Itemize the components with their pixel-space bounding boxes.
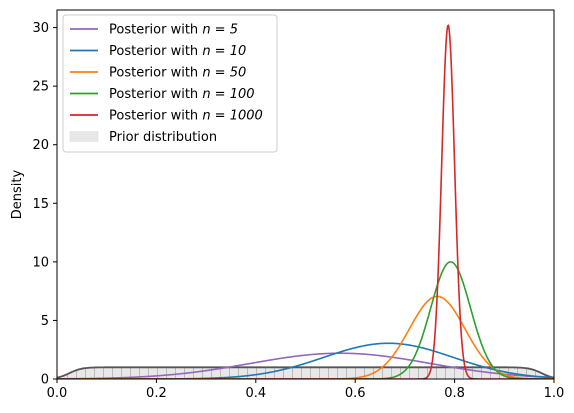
legend-label-3: Posterior with n = 100: [109, 87, 255, 102]
x-tick-label: 0.6: [345, 386, 366, 401]
legend-label-0: Posterior with n = 5: [109, 23, 238, 38]
series-line-0: [57, 352, 554, 379]
y-tick-label: 15: [32, 197, 49, 212]
series-line-4: [57, 24, 554, 379]
x-tick-label: 0.2: [146, 386, 167, 401]
y-tick-label: 0: [41, 373, 49, 388]
x-tick-label: 0.8: [444, 386, 465, 401]
series-line-3: [57, 261, 554, 379]
y-tick-label: 10: [32, 255, 49, 270]
y-tick-label: 5: [41, 314, 49, 329]
legend-swatch-prior: [69, 131, 99, 142]
legend-label-1: Posterior with n = 10: [109, 44, 246, 59]
x-tick-label: 0.4: [245, 386, 266, 401]
y-tick-label: 30: [32, 21, 49, 36]
y-tick-label: 20: [32, 138, 49, 153]
legend-label-4: Posterior with n = 1000: [109, 109, 263, 124]
plot-frame: [56, 9, 555, 380]
y-axis-label: Density: [10, 169, 25, 219]
series-line-2: [57, 295, 554, 379]
legend-box: [62, 14, 278, 153]
prior-outline: [57, 366, 554, 379]
x-axis: 0.0 0.2 0.4 0.6 0.8 1.0: [47, 379, 565, 401]
legend: Posterior with n = 5 Posterior with n = 1…: [62, 14, 278, 153]
y-tick-label: 25: [32, 80, 49, 95]
legend-label-2: Posterior with n = 50: [109, 66, 246, 81]
x-tick-label: 1.0: [544, 386, 565, 401]
x-tick-label: 0.0: [47, 386, 68, 401]
y-axis: 0 5 10 15 20 25 30: [32, 21, 57, 388]
legend-label-prior: Prior distribution: [109, 130, 217, 145]
